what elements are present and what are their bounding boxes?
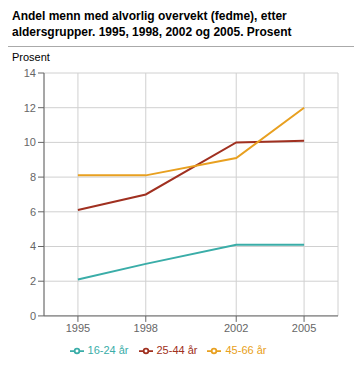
svg-text:2: 2: [30, 275, 36, 287]
html-text:45-66 år: 45-66 år: [225, 343, 267, 356]
html-text:Andel menn med alvorlig overve: Andel menn med alvorlig overvekt (fedme)…: [12, 9, 287, 23]
html-text:25-44 år: 25-44 år: [156, 343, 198, 356]
svg-text:8: 8: [30, 171, 36, 183]
svg-text:1998: 1998: [134, 322, 158, 334]
svg-text:1995: 1995: [66, 322, 90, 334]
html-text:16-24 år: 16-24 år: [87, 343, 129, 356]
svg-text:2005: 2005: [292, 322, 316, 334]
svg-text:14: 14: [24, 67, 36, 79]
html-text:aldersgrupper. 1995, 1998, 200: aldersgrupper. 1995, 1998, 2002 og 2005.…: [12, 25, 292, 39]
svg-text:12: 12: [24, 102, 36, 114]
html-text:Prosent: Prosent: [12, 51, 50, 63]
svg-text:0: 0: [30, 310, 36, 322]
svg-text:6: 6: [30, 206, 36, 218]
svg-text:10: 10: [24, 136, 36, 148]
svg-text:2002: 2002: [224, 322, 248, 334]
svg-text:4: 4: [30, 240, 36, 252]
